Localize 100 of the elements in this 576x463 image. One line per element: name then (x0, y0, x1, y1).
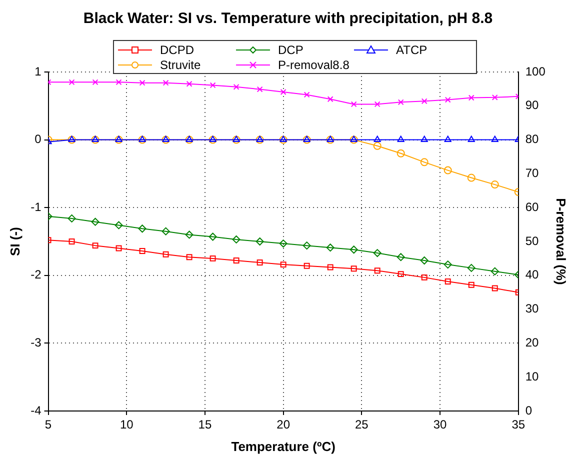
point (492, 94, 498, 100)
point (327, 96, 334, 102)
point (397, 136, 404, 142)
point (350, 246, 358, 254)
point (491, 136, 498, 142)
point (373, 142, 382, 150)
legend-label: DCPD (160, 42, 194, 56)
y2-tick-label: 70 (525, 166, 540, 180)
point (350, 266, 357, 272)
x-tick-label: 35 (512, 418, 526, 432)
point (490, 180, 499, 189)
point (468, 94, 474, 101)
point (116, 79, 122, 86)
point (139, 80, 146, 86)
point (68, 214, 76, 222)
point (421, 274, 428, 280)
point (490, 267, 499, 276)
point (68, 79, 75, 86)
point (162, 227, 170, 236)
y2-tick-label: 30 (525, 302, 540, 316)
point (467, 174, 476, 182)
point (233, 84, 240, 90)
point (280, 89, 286, 95)
chart-title: Black Water: SI vs. Temperature with precipitation, pH 8.8 (83, 10, 493, 28)
point (468, 136, 475, 142)
point (374, 101, 380, 108)
x-tick-label: 10 (120, 418, 134, 432)
point (326, 244, 334, 252)
y2-tick-label: 50 (525, 234, 540, 248)
point (256, 86, 263, 92)
y-tick-label: -4 (30, 403, 42, 418)
point (421, 98, 428, 104)
point (162, 80, 169, 86)
point (374, 136, 381, 142)
y2-tick-label: 0 (525, 403, 532, 418)
y2-axis-title: P-removal (%) (554, 198, 569, 285)
y2-tick-label: 90 (525, 98, 540, 112)
y-tick-label: 1 (34, 64, 42, 78)
y-tick-label: -3 (30, 336, 42, 350)
point (373, 249, 382, 258)
point (233, 258, 240, 264)
point (280, 262, 286, 268)
point (304, 92, 310, 98)
point (468, 282, 474, 288)
point (92, 79, 98, 86)
point (374, 268, 380, 274)
point (208, 232, 217, 241)
point (304, 262, 310, 269)
x-tick-label: 25 (354, 418, 369, 432)
point (302, 242, 311, 250)
point (256, 260, 263, 266)
point (138, 224, 146, 233)
point (396, 253, 405, 262)
y-tick-label: -2 (30, 268, 42, 282)
point (91, 218, 100, 226)
point (232, 235, 240, 244)
point (186, 254, 192, 260)
point (116, 245, 122, 252)
point (444, 260, 452, 269)
x-tick-label: 5 (44, 418, 52, 432)
point (256, 238, 264, 246)
point (467, 264, 476, 272)
point (396, 149, 405, 158)
x-tick-label: 15 (198, 418, 212, 432)
point (327, 264, 334, 270)
point (92, 242, 98, 249)
point (420, 158, 428, 166)
point (162, 251, 169, 258)
y2-tick-label: 60 (525, 200, 540, 214)
point (68, 238, 75, 244)
point (350, 101, 357, 108)
y2-tick-label: 80 (525, 132, 540, 146)
point (185, 230, 194, 239)
point (444, 278, 451, 284)
point (210, 255, 216, 262)
legend-label: DCP (278, 42, 304, 56)
x-tick-label: 30 (433, 418, 448, 432)
point (492, 285, 498, 292)
y-tick-label: -1 (30, 200, 42, 214)
point (279, 240, 288, 248)
legend-label: ATCP (396, 42, 428, 56)
y2-tick-label: 100 (525, 64, 546, 78)
point (398, 99, 404, 106)
point (444, 166, 452, 174)
point (210, 82, 216, 88)
legend-label: Struvite (160, 58, 201, 72)
x-tick-label: 20 (276, 418, 290, 432)
point (398, 271, 404, 278)
x-axis-title: Temperature (ºC) (231, 438, 336, 454)
point (186, 80, 192, 87)
y-axis-title: SI (-) (7, 227, 22, 256)
point (444, 136, 452, 142)
point (420, 256, 428, 264)
point (420, 136, 428, 142)
point (139, 248, 146, 254)
point (114, 221, 123, 230)
y2-tick-label: 40 (525, 268, 540, 282)
y2-tick-label: 10 (525, 369, 540, 384)
point (444, 96, 451, 103)
legend-label: P-removal8.8 (278, 58, 350, 72)
